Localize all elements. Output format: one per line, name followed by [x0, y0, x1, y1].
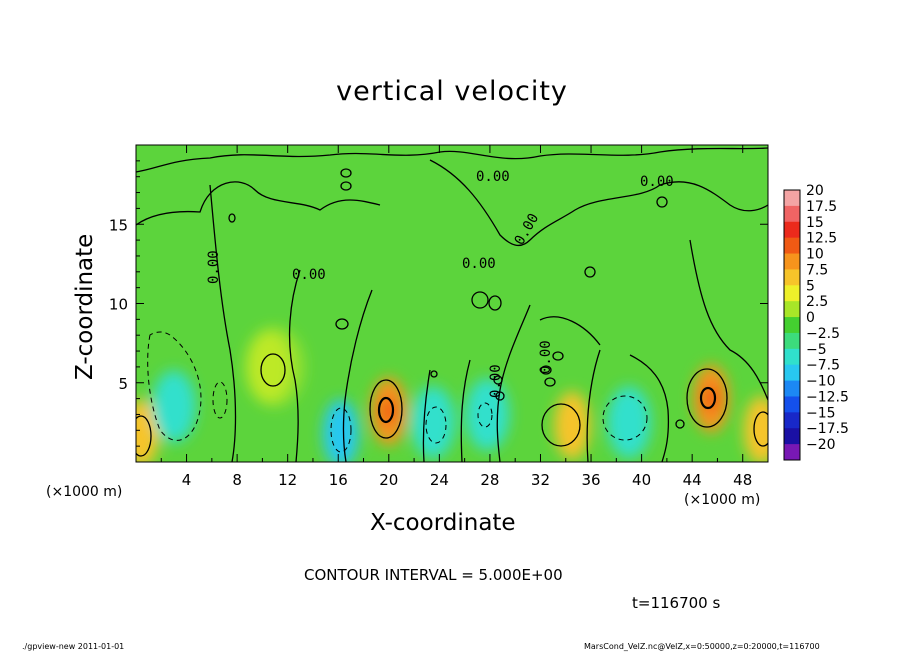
y-tick-label: 15: [109, 216, 128, 234]
field-feature-3: [554, 391, 591, 460]
x-tick-label: 12: [278, 471, 297, 489]
colorbar-swatch: [784, 412, 800, 429]
colorbar-label: −2.5: [806, 326, 840, 342]
colorbar-swatch: [784, 190, 800, 207]
colorbar-swatch: [784, 428, 800, 445]
x-tick-label: 24: [430, 471, 449, 489]
colorbar-swatch: [784, 317, 800, 334]
colorbar-label: −5: [806, 342, 827, 358]
contour-lines: [136, 147, 768, 462]
colorbar-label: −7.5: [806, 358, 840, 374]
field-feature-6: [151, 370, 196, 443]
x-tick-label: 20: [379, 471, 398, 489]
x-tick-label: 4: [182, 471, 192, 489]
colorbar-label: 5: [806, 278, 815, 294]
colorbar-swatch: [784, 285, 800, 302]
x-tick-label: 48: [733, 471, 752, 489]
colorbar-swatch: [784, 444, 800, 461]
colorbar-label: −20: [806, 437, 836, 453]
colorbar-label: 2.5: [806, 294, 828, 310]
contour-interval-label: CONTOUR INTERVAL = 5.000E+00: [304, 566, 563, 584]
x-axis: 4 8 12 16 20 24 28 32 36 40 44 48: [160, 145, 769, 489]
negative-contours: [147, 331, 648, 453]
contour-label: 0.00: [488, 364, 504, 398]
colorbar-label: 15: [806, 215, 824, 231]
x-tick-label: 28: [480, 471, 499, 489]
x-tick-label: 40: [632, 471, 651, 489]
colorbar-label: −10: [806, 374, 836, 390]
colorbar-label: 10: [806, 247, 824, 263]
colorbar-swatch: [784, 348, 800, 366]
y-axis: 5 10 15: [109, 160, 768, 447]
y-axis-label: Z-coordinate: [72, 233, 98, 380]
colorbar-swatch: [784, 332, 800, 350]
field-feature-8: [411, 386, 456, 459]
colorbar-label: 20: [806, 183, 824, 199]
x-unit-label: (×1000 m): [684, 492, 761, 508]
footer-right: MarsCond_VelZ.nc@VelZ,x=0:50000,z=0:2000…: [584, 642, 820, 651]
contour-label: 0.00: [292, 267, 326, 283]
y-unit-label: (×1000 m): [46, 484, 123, 500]
colorbar-label: 7.5: [806, 262, 828, 278]
field-feature-7: [322, 399, 359, 462]
colorbar-frame: [783, 189, 801, 461]
x-tick-label: 8: [232, 471, 242, 489]
colorbar-swatch: [784, 237, 800, 255]
footer-left: ./gpview-new 2011-01-01: [22, 642, 125, 651]
contour-label: 0.00: [476, 169, 510, 185]
colorbar: 2017.51512.5107.552.50−2.5−5−7.5−10−12.5…: [783, 183, 849, 461]
colorbar-swatch: [784, 221, 800, 239]
colorbar-label: −12.5: [806, 389, 849, 405]
field-feature-10: [606, 386, 651, 459]
x-tick-label: 16: [329, 471, 348, 489]
field-feature-4: [743, 396, 768, 462]
x-tick-label: 36: [581, 471, 600, 489]
colorbar-swatch: [784, 364, 800, 382]
contour-label: 0.00: [640, 174, 674, 190]
y-tick-label: 5: [118, 375, 128, 393]
colorbar-label: −17.5: [806, 421, 849, 437]
colorbar-swatch: [784, 205, 800, 223]
contour-label: 0.00: [538, 340, 554, 374]
x-axis-label: X-coordinate: [370, 510, 516, 536]
colorbar-swatch: [784, 301, 800, 318]
x-tick-label: 32: [531, 471, 550, 489]
contour-label: 0.00: [462, 256, 496, 272]
colorbar-swatch: [784, 396, 800, 413]
contour-label: 0.00: [206, 250, 222, 284]
time-label: t=116700 s: [632, 594, 721, 612]
chart-title: vertical velocity: [336, 76, 568, 107]
colorbar-label: 0: [806, 310, 815, 326]
colorbar-label: 12.5: [806, 231, 837, 247]
field-feature-core-1: [703, 384, 720, 413]
x-tick-label: 44: [683, 471, 702, 489]
colorbar-swatch: [784, 269, 800, 286]
colorbar-swatch: [784, 380, 800, 397]
colorbar-label: 17.5: [806, 199, 837, 215]
y-tick-label: 10: [109, 296, 128, 314]
colorbar-swatch: [784, 253, 800, 270]
colorbar-label: −15: [806, 405, 836, 421]
field-feature-band: [245, 326, 306, 407]
